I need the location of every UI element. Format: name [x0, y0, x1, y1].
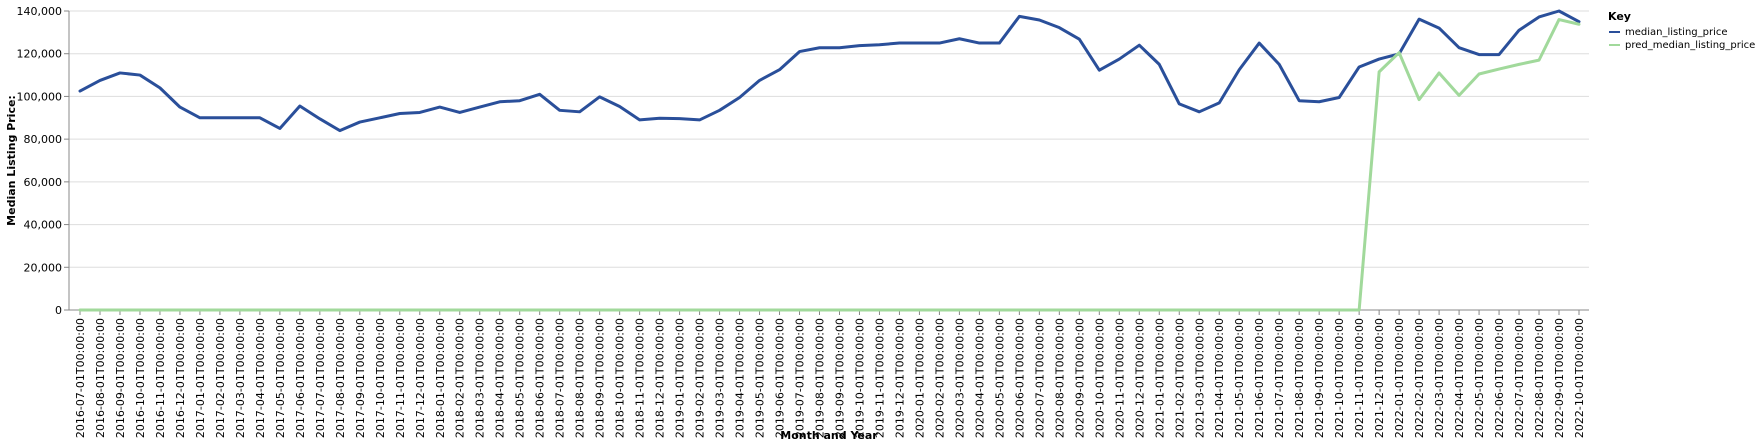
- x-tick-label: 2021-06-01T00:00:00: [1253, 318, 1266, 438]
- x-tick-label: 2019-07-01T00:00:00: [794, 318, 807, 438]
- x-tick-label: 2018-04-01T00:00:00: [494, 318, 507, 438]
- x-tick-label: 2016-09-01T00:00:00: [114, 318, 127, 438]
- x-tick-label: 2017-06-01T00:00:00: [294, 318, 307, 438]
- y-tick-label: 80,000: [24, 133, 63, 146]
- series-line-median-listing-price: [78, 9, 1581, 133]
- axes: 0 20,000 40,000 60,000 80,000 100,000 120,000 1…: [17, 5, 1589, 438]
- legend-title: Key: [1608, 10, 1631, 23]
- x-tick-label: 2019-03-01T00:00:00: [714, 318, 727, 438]
- x-tick-label: 2022-01-01T00:00:00: [1393, 318, 1406, 438]
- x-tick-label: 2018-03-01T00:00:00: [474, 318, 487, 438]
- x-tick-label: 2021-12-01T00:00:00: [1373, 318, 1386, 438]
- x-tick-label: 2021-02-01T00:00:00: [1173, 318, 1186, 438]
- x-tick-label: 2020-11-01T00:00:00: [1113, 318, 1126, 438]
- x-tick-label: 2021-01-01T00:00:00: [1153, 318, 1166, 438]
- series-lines: [78, 9, 1581, 312]
- x-tick-label: 2017-10-01T00:00:00: [374, 318, 387, 438]
- x-tick-label: 2020-05-01T00:00:00: [993, 318, 1006, 438]
- x-tick-label: 2016-11-01T00:00:00: [154, 318, 167, 438]
- series-line-pred-median-listing-price: [78, 18, 1581, 312]
- x-tick-label: 2022-05-01T00:00:00: [1473, 318, 1486, 438]
- x-tick-label: 2019-09-01T00:00:00: [833, 318, 846, 438]
- x-tick-label: 2016-08-01T00:00:00: [94, 318, 107, 438]
- x-tick-label: 2018-12-01T00:00:00: [654, 318, 667, 438]
- y-tick-label: 120,000: [17, 48, 63, 61]
- x-tick-label: 2017-08-01T00:00:00: [334, 318, 347, 438]
- y-axis-title: Median Listing Price:: [5, 95, 18, 226]
- x-tick-label: 2022-08-01T00:00:00: [1533, 318, 1546, 438]
- x-tick-label: 2021-11-01T00:00:00: [1353, 318, 1366, 438]
- gridlines: [69, 10, 1589, 311]
- x-tick-label: 2018-10-01T00:00:00: [614, 318, 627, 438]
- x-tick-label: 2020-07-01T00:00:00: [1033, 318, 1046, 438]
- x-tick-label: 2021-10-01T00:00:00: [1333, 318, 1346, 438]
- x-tick-label: 2018-11-01T00:00:00: [634, 318, 647, 438]
- x-tick-label: 2019-05-01T00:00:00: [754, 318, 767, 438]
- x-tick-label: 2021-05-01T00:00:00: [1233, 318, 1246, 438]
- y-tick-label: 140,000: [17, 5, 63, 18]
- x-tick-label: 2022-09-01T00:00:00: [1553, 318, 1566, 438]
- x-tick-label: 2021-03-01T00:00:00: [1193, 318, 1206, 438]
- y-tick-label: 0: [55, 304, 62, 317]
- x-tick-label: 2018-02-01T00:00:00: [454, 318, 467, 438]
- x-tick-label: 2022-06-01T00:00:00: [1493, 318, 1506, 438]
- x-tick-label: 2020-02-01T00:00:00: [933, 318, 946, 438]
- x-tick-label: 2019-08-01T00:00:00: [814, 318, 827, 438]
- x-tick-label: 2017-01-01T00:00:00: [194, 318, 207, 438]
- y-tick-label: 40,000: [24, 219, 63, 232]
- x-tick-label: 2020-03-01T00:00:00: [953, 318, 966, 438]
- x-axis-title: Month and Year: [780, 429, 878, 442]
- x-tick-label: 2021-04-01T00:00:00: [1213, 318, 1226, 438]
- x-tick-label: 2017-05-01T00:00:00: [274, 318, 287, 438]
- x-tick-label: 2019-10-01T00:00:00: [853, 318, 866, 438]
- x-tick-label: 2018-01-01T00:00:00: [434, 318, 447, 438]
- x-tick-label: 2018-06-01T00:00:00: [534, 318, 547, 438]
- x-tick-label: 2020-12-01T00:00:00: [1133, 318, 1146, 438]
- x-tick-label: 2022-02-01T00:00:00: [1413, 318, 1426, 438]
- x-tick-label: 2016-12-01T00:00:00: [174, 318, 187, 438]
- x-tick-label: 2019-11-01T00:00:00: [873, 318, 886, 438]
- legend: Key median_listing_price pred_median_list…: [1608, 10, 1755, 51]
- x-tick-label: 2020-04-01T00:00:00: [973, 318, 986, 438]
- y-tick-label: 100,000: [17, 90, 63, 103]
- x-tick-label: 2016-07-01T00:00:00: [74, 318, 87, 438]
- x-tick-label: 2022-03-01T00:00:00: [1433, 318, 1446, 438]
- x-tick-label: 2018-09-01T00:00:00: [594, 318, 607, 438]
- x-tick-label: 2021-08-01T00:00:00: [1293, 318, 1306, 438]
- legend-label: median_listing_price: [1625, 27, 1728, 38]
- x-tick-label: 2019-06-01T00:00:00: [774, 318, 787, 438]
- legend-label: pred_median_listing_price: [1625, 40, 1755, 51]
- x-tick-label: 2017-03-01T00:00:00: [234, 318, 247, 438]
- x-tick-label: 2018-07-01T00:00:00: [554, 318, 567, 438]
- y-tick-label: 60,000: [24, 176, 63, 189]
- x-tick-label: 2020-09-01T00:00:00: [1073, 318, 1086, 438]
- x-tick-label: 2019-12-01T00:00:00: [893, 318, 906, 438]
- x-tick-label: 2021-07-01T00:00:00: [1273, 318, 1286, 438]
- x-tick-label: 2017-07-01T00:00:00: [314, 318, 327, 438]
- x-tick-label: 2019-04-01T00:00:00: [734, 318, 747, 438]
- x-tick-label: 2017-12-01T00:00:00: [414, 318, 427, 438]
- x-tick-label: 2020-08-01T00:00:00: [1053, 318, 1066, 438]
- x-tick-label: 2021-09-01T00:00:00: [1313, 318, 1326, 438]
- x-tick-label: 2016-10-01T00:00:00: [134, 318, 147, 438]
- x-tick-label: 2020-10-01T00:00:00: [1093, 318, 1106, 438]
- x-tick-label: 2017-04-01T00:00:00: [254, 318, 267, 438]
- x-tick-label: 2018-05-01T00:00:00: [514, 318, 527, 438]
- x-tick-label: 2022-10-01T00:00:00: [1573, 318, 1586, 438]
- x-tick-label: 2019-02-01T00:00:00: [694, 318, 707, 438]
- x-tick-label: 2018-08-01T00:00:00: [574, 318, 587, 438]
- x-tick-label: 2020-06-01T00:00:00: [1013, 318, 1026, 438]
- x-tick-label: 2017-09-01T00:00:00: [354, 318, 367, 438]
- x-tick-label: 2017-11-01T00:00:00: [394, 318, 407, 438]
- x-tick-label: 2022-04-01T00:00:00: [1453, 318, 1466, 438]
- x-tick-label: 2022-07-01T00:00:00: [1513, 318, 1526, 438]
- x-tick-label: 2019-01-01T00:00:00: [674, 318, 687, 438]
- x-tick-label: 2020-01-01T00:00:00: [913, 318, 926, 438]
- x-tick-label: 2017-02-01T00:00:00: [214, 318, 227, 438]
- y-tick-label: 20,000: [24, 261, 63, 274]
